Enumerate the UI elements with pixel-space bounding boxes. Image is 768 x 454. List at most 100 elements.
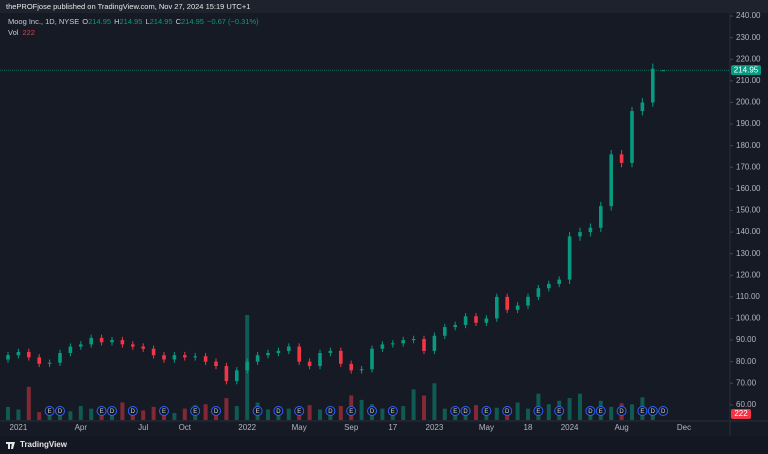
ohlc-key: C	[175, 17, 181, 26]
volume-bar	[89, 408, 94, 420]
volume-bar	[162, 412, 166, 420]
x-tick-label: Jul	[138, 423, 148, 432]
event-marker	[107, 406, 117, 416]
event-marker	[450, 406, 461, 416]
candle-body	[630, 111, 634, 163]
ohlc-item: L214.95	[145, 17, 172, 26]
ohlc-value: 214.95	[181, 17, 204, 26]
y-tick-label: 240.00	[736, 11, 761, 20]
y-tick-label: 60.00	[736, 400, 757, 409]
event-marker	[647, 406, 658, 416]
candle-body	[193, 356, 197, 358]
event-marker	[460, 406, 471, 416]
volume-bar	[172, 413, 177, 420]
event-marker	[55, 406, 65, 416]
event-label: D	[276, 409, 281, 415]
candle-body	[151, 348, 156, 356]
candle-body	[58, 353, 62, 363]
volume-bar	[16, 409, 21, 420]
candle-body	[588, 227, 593, 233]
candle-body	[484, 318, 489, 323]
event-marker	[502, 406, 513, 416]
x-tick-label: Oct	[179, 423, 192, 432]
candle-body	[339, 350, 343, 364]
candle-body	[349, 363, 353, 371]
volume-bar	[359, 399, 364, 420]
volume-bar	[401, 406, 406, 420]
volume-bar	[567, 398, 572, 420]
event-label: E	[640, 409, 644, 415]
header-bar	[0, 0, 768, 13]
event-marker	[159, 406, 169, 416]
event-label: E	[484, 409, 488, 415]
event-marker	[595, 406, 606, 416]
y-tick-label: 220.00	[736, 54, 761, 63]
event-marker	[637, 406, 648, 416]
candle-body	[162, 355, 166, 360]
candle-body	[172, 355, 177, 360]
y-tick-label: 150.00	[736, 206, 761, 215]
candle-body	[214, 361, 218, 366]
ohlc-key: H	[114, 17, 120, 26]
ohlc-item: O214.95	[82, 17, 111, 26]
x-tick-label: May	[479, 423, 494, 432]
candle-body	[370, 348, 374, 370]
ohlc-value: 214.95	[119, 17, 143, 26]
candle-body	[27, 351, 31, 358]
volume-bar	[546, 404, 551, 420]
volume-bar	[578, 393, 582, 420]
x-tick-label: 2022	[238, 423, 256, 432]
event-label: E	[391, 409, 395, 415]
event-label: E	[297, 409, 301, 415]
x-tick-label: May	[292, 423, 307, 432]
candle-body	[68, 346, 73, 354]
volume-bar	[151, 406, 156, 420]
event-label: D	[370, 409, 375, 415]
volume-bar	[526, 408, 530, 420]
footer-bar	[0, 436, 768, 454]
ohlc-item: H214.95	[114, 17, 142, 26]
event-marker	[211, 406, 221, 416]
brand: TradingView	[20, 440, 67, 449]
x-tick-label: Apr	[75, 423, 88, 432]
x-tick-label: 17	[388, 423, 397, 432]
candle-body	[276, 350, 281, 354]
candle-body	[505, 296, 509, 310]
volume-bar	[630, 404, 634, 420]
event-marker	[346, 406, 357, 416]
volume-bar	[234, 406, 239, 420]
volume-bar	[422, 395, 426, 420]
event-marker	[127, 406, 138, 416]
candle-body	[255, 355, 260, 362]
event-marker	[367, 406, 377, 416]
candle-body	[235, 370, 239, 382]
ohlc-value: 214.95	[88, 17, 112, 26]
volume-legend: Vol 222	[8, 28, 35, 37]
event-marker	[190, 406, 201, 416]
candle-body	[359, 369, 364, 371]
event-marker	[658, 406, 669, 416]
volume-bar	[6, 406, 10, 420]
candle-body	[557, 279, 561, 284]
event-label: D	[588, 409, 593, 415]
candle-body	[463, 316, 468, 325]
y-tick-label: 120.00	[736, 270, 761, 279]
volume-key: Vol	[8, 28, 19, 37]
candle-body	[120, 340, 125, 345]
legend: Moog Inc., 1D, NYSE O214.95 H214.95 L214.95…	[8, 17, 259, 26]
y-tick-label: 70.00	[736, 378, 757, 387]
x-tick-label: 2023	[426, 423, 444, 432]
publish-info: thePROFjose published on TradingView.com…	[6, 2, 251, 11]
candle-body	[307, 361, 312, 366]
volume-bar	[141, 410, 146, 420]
candle-body	[6, 355, 10, 360]
y-tick-label: 160.00	[736, 184, 761, 193]
event-label: D	[328, 409, 333, 415]
symbol: Moog Inc., 1D, NYSE	[8, 17, 80, 26]
volume-bar	[286, 408, 291, 420]
x-tick-label: Dec	[677, 423, 691, 432]
volume-bar	[68, 411, 73, 420]
event-marker	[387, 406, 398, 416]
candle-body	[599, 206, 603, 228]
volume-bar	[380, 408, 385, 420]
